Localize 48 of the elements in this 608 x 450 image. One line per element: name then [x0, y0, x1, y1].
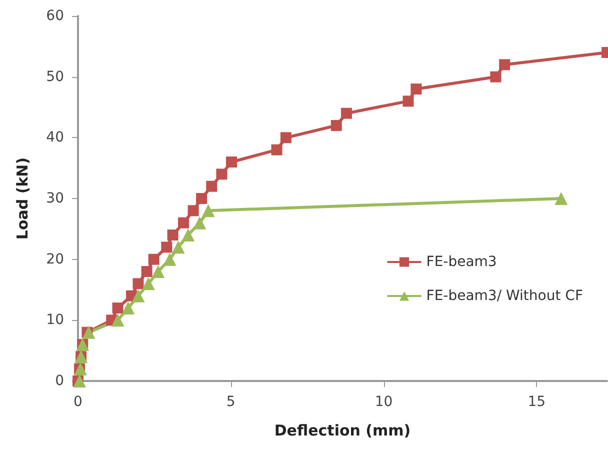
point — [163, 252, 176, 266]
point — [142, 277, 155, 290]
y-tick-label: 10 — [46, 312, 64, 328]
point — [410, 84, 422, 94]
point — [402, 96, 414, 107]
point — [132, 278, 144, 290]
point — [82, 326, 96, 339]
point — [340, 108, 352, 119]
y-tick-label: 60 — [46, 8, 64, 24]
point — [206, 180, 218, 192]
point — [112, 302, 124, 314]
point — [132, 289, 145, 302]
legend-label: FE-beam3 — [426, 254, 497, 270]
point — [73, 374, 86, 388]
point — [490, 71, 502, 82]
point — [280, 132, 292, 144]
point — [226, 156, 237, 168]
x-axis-title: Deflection (mm) — [274, 422, 411, 440]
point — [196, 193, 208, 204]
point — [172, 240, 185, 254]
point — [182, 228, 195, 242]
x-tick-label: 10 — [374, 394, 393, 410]
x-tick-label: 15 — [528, 394, 546, 410]
point — [152, 265, 165, 278]
x-tick-label: 5 — [226, 394, 236, 410]
point — [122, 302, 135, 314]
point — [330, 120, 342, 131]
point — [167, 230, 178, 240]
point — [111, 314, 124, 327]
y-tick-label: 30 — [46, 190, 64, 206]
point — [499, 59, 510, 70]
y-axis-title: Load (kN) — [14, 157, 32, 240]
x-tick-label: 0 — [74, 394, 82, 410]
point — [178, 217, 189, 228]
y-tick-label: 50 — [46, 68, 64, 85]
point — [141, 266, 152, 277]
point — [216, 168, 228, 180]
point — [148, 254, 160, 265]
point — [202, 204, 215, 218]
point — [554, 192, 568, 205]
point — [161, 242, 172, 253]
y-tick-label: 0 — [55, 373, 64, 389]
legend-label: FE-beam3/ Without CF — [426, 288, 583, 304]
point — [188, 205, 199, 216]
y-tick-label: 20 — [46, 251, 64, 268]
y-tick-label: 40 — [46, 130, 64, 146]
point — [271, 144, 282, 156]
point — [193, 216, 206, 230]
